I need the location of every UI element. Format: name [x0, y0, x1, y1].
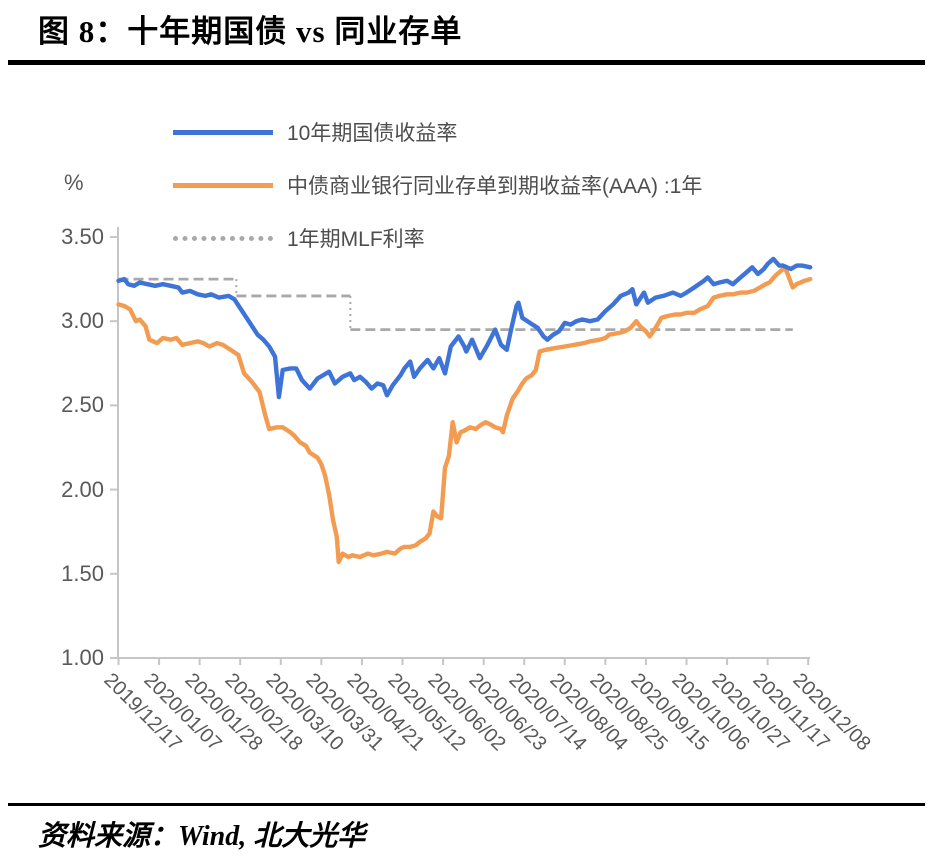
legend-item-mlf-rate: 1年期MLF利率 [173, 222, 702, 254]
legend-item-10y-treasury: 10年期国债收益率 [173, 116, 702, 148]
orange-line-swatch-icon [173, 182, 273, 188]
y-tick-label: 3.00 [61, 308, 104, 334]
figure-title: 图 8：十年期国债 vs 同业存单 [38, 14, 463, 49]
y-tick-label: 3.50 [61, 224, 104, 249]
y-tick-label: 2.00 [61, 476, 104, 502]
footer-divider [8, 803, 925, 806]
legend-label: 1年期MLF利率 [287, 228, 425, 251]
source-note: 资料来源：Wind, 北大光华 [38, 821, 366, 852]
y-tick-label: 1.50 [61, 560, 104, 586]
dotted-line-swatch-icon [173, 235, 273, 241]
title-divider [8, 60, 925, 65]
y-tick-label: 2.50 [61, 392, 104, 418]
y-axis-unit: % [64, 170, 84, 195]
chart-area: % 3.50 3.00 2.50 2.00 1.50 1.00 2019/12/17 202… [61, 116, 875, 755]
chart-legend: 10年期国债收益率 中债商业银行同业存单到期收益率(AAA) :1年 1年期ML… [173, 116, 702, 275]
legend-item-ncd-yield: 中债商业银行同业存单到期收益率(AAA) :1年 [173, 169, 702, 201]
legend-label: 中债商业银行同业存单到期收益率(AAA) :1年 [287, 175, 703, 198]
blue-line-swatch-icon [173, 129, 273, 135]
legend-label: 10年期国债收益率 [287, 122, 458, 145]
y-tick-label: 1.00 [61, 645, 104, 670]
line-chart [110, 227, 813, 665]
